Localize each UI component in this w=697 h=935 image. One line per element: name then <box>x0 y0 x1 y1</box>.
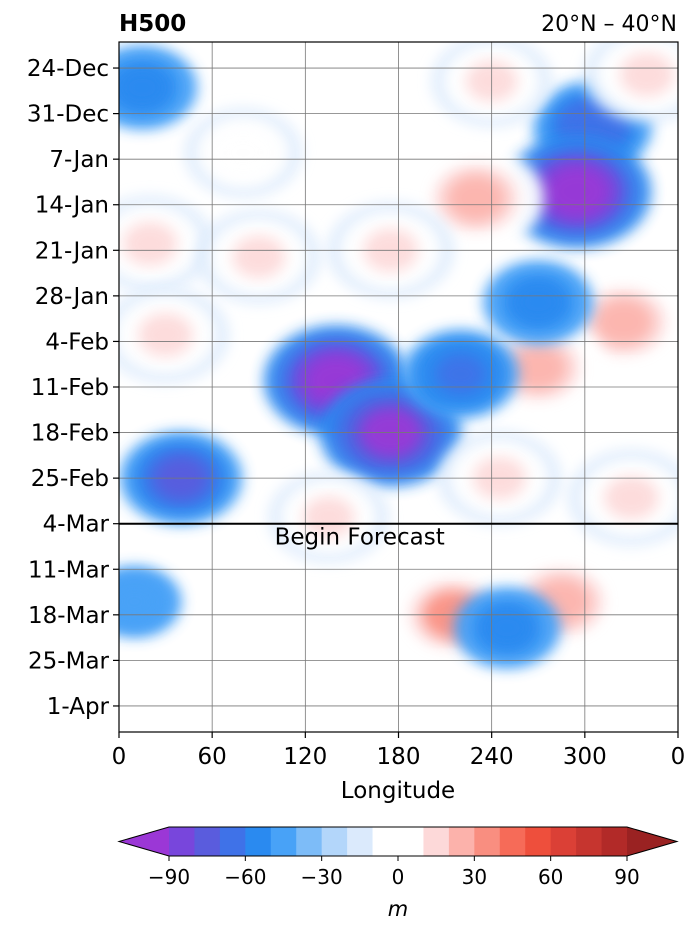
anomaly-contour <box>446 174 506 222</box>
x-tick-label: 60 <box>198 744 227 770</box>
x-tick-label: 300 <box>563 744 607 770</box>
colorbar <box>117 826 679 857</box>
anomaly-center <box>408 146 545 250</box>
anomaly-contour <box>119 585 155 619</box>
chart-title-right: 20°N – 40°N <box>541 12 677 37</box>
x-axis-ticks: 0 60 120 180 240 300 0 <box>112 732 686 770</box>
y-tick-label: 18-Feb <box>31 421 109 447</box>
colorbar-tick-label: −30 <box>301 865 343 889</box>
anomaly-center <box>119 566 182 638</box>
anomaly-center <box>453 587 561 669</box>
colorbar-segment <box>601 827 628 856</box>
colorbar-extend-high <box>627 827 677 856</box>
y-tick-label: 14-Jan <box>35 193 109 219</box>
colorbar-segment <box>219 827 246 856</box>
y-tick-label: 4-Mar <box>43 512 110 538</box>
anomaly-contour <box>435 353 486 395</box>
colorbar-segment <box>550 827 577 856</box>
colorbar-tick-label: 0 <box>392 865 405 889</box>
anomaly-contour <box>509 344 567 391</box>
anomaly-contour <box>138 313 193 357</box>
colorbar-tick-label: 60 <box>538 865 563 889</box>
colorbar-segment <box>398 827 424 856</box>
colorbar-tick-label: 30 <box>462 865 487 889</box>
anomaly-contour <box>594 298 653 346</box>
colorbar-segment <box>448 827 475 856</box>
x-tick-label: 240 <box>470 744 514 770</box>
colorbar-tick-label: 90 <box>614 865 639 889</box>
anomaly-center <box>184 108 302 197</box>
anomaly-contour <box>122 222 178 266</box>
y-tick-label: 18-Mar <box>28 603 110 629</box>
y-axis-ticks: 24-Dec 31-Dec 7-Jan 14-Jan 21-Jan 28-Jan 4-Feb… <box>27 56 119 720</box>
anomaly-contour <box>484 609 531 647</box>
y-tick-label: 11-Mar <box>28 557 110 583</box>
y-tick-label: 24-Dec <box>27 56 109 82</box>
anomaly-center <box>583 42 678 123</box>
anomaly-contour <box>218 132 269 173</box>
colorbar-segment <box>499 827 526 856</box>
anomaly-contour <box>544 166 610 218</box>
colorbar-segment <box>474 827 501 856</box>
colorbar-segment <box>296 827 323 856</box>
anomaly-contour <box>302 496 355 538</box>
forecast-label: Begin Forecast <box>275 525 445 551</box>
colorbar-segment <box>194 827 221 856</box>
colorbar-tick-label: −90 <box>148 865 190 889</box>
colorbar-ticks: −90 −60 −30 0 30 60 90 <box>148 856 640 889</box>
chart-title-left: H500 <box>119 11 186 37</box>
anomaly-center <box>568 449 678 546</box>
x-axis-label: Longitude <box>341 778 455 804</box>
anomaly-center <box>197 210 321 304</box>
colorbar-segment <box>347 827 374 856</box>
colorbar-segment <box>169 827 195 856</box>
y-tick-label: 11-Feb <box>31 375 109 401</box>
colorbar-extend-low <box>119 827 169 856</box>
colorbar-segment <box>423 827 450 856</box>
anomaly-center <box>119 195 214 292</box>
anomaly-contour <box>619 52 675 97</box>
x-tick-label: 120 <box>283 744 327 770</box>
colorbar-tick-label: −60 <box>224 865 266 889</box>
anomaly-center <box>327 202 454 299</box>
anomaly-contour <box>232 235 286 279</box>
colorbar-label: m <box>388 897 408 921</box>
plot-area <box>119 42 678 732</box>
y-tick-label: 1-Apr <box>47 694 110 720</box>
anomaly-center <box>483 260 594 345</box>
anomaly-contour <box>514 283 562 322</box>
anomaly-center <box>119 287 229 383</box>
anomaly-center <box>268 471 389 563</box>
colorbar-segment <box>321 827 348 856</box>
colorbar-segment <box>525 827 552 856</box>
anomaly-center <box>402 329 519 419</box>
x-tick-label: 180 <box>377 744 421 770</box>
y-tick-label: 28-Jan <box>35 284 109 310</box>
colorbar-segment <box>576 827 603 856</box>
y-tick-label: 7-Jan <box>49 147 109 173</box>
colorbar-segment <box>245 827 272 856</box>
y-tick-label: 25-Mar <box>28 648 110 674</box>
y-tick-label: 4-Feb <box>45 329 109 355</box>
gridlines <box>119 42 678 732</box>
anomaly-contour <box>604 475 659 520</box>
x-tick-label: 0 <box>112 744 127 770</box>
colorbar-segment <box>270 827 297 856</box>
anomaly-center <box>119 45 198 130</box>
y-tick-label: 25-Feb <box>31 466 109 492</box>
anomaly-contour <box>119 68 167 107</box>
y-tick-label: 21-Jan <box>35 238 109 264</box>
x-tick-label: 0 <box>671 744 686 770</box>
colorbar-segment <box>372 827 399 856</box>
y-tick-label: 31-Dec <box>27 102 109 128</box>
